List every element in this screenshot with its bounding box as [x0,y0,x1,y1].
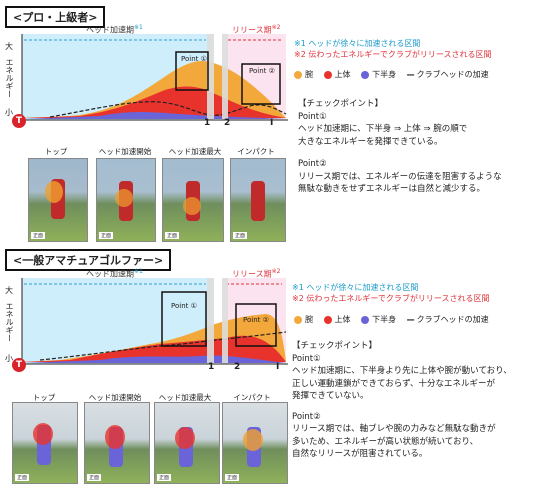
y-axis-bottom: 小 [5,354,13,363]
legend: 腕 上体 下半身 --- クラブヘッドの加速 [294,69,489,80]
swing-photo-top: 正面 [12,402,78,484]
photo-label-accel-max: ヘッド加速最大 [168,147,222,156]
swing-photo-accel-max: 正面 [162,158,224,242]
y-axis-top: 大 [5,42,13,51]
point2-box [241,63,281,105]
note-release: ※2 伝わったエネルギーでクラブがリリースされる区間 [294,50,492,59]
y-axis-label: エネルギー [5,58,14,98]
tick-impact: I [276,362,280,372]
point2-label: Point ② [243,316,269,324]
photo-label-impact: インパクト [233,393,271,402]
point1-label: Point ① [181,55,207,63]
y-axis-top: 大 [5,286,13,295]
point2-box [235,303,277,347]
panel-title: <一般アマチュアゴルファー> [5,249,172,271]
legend-lower-swatch [361,315,370,324]
swing-photo-impact: 正面 [230,158,286,242]
lower-body-area [22,355,286,363]
tick-2: 2 [224,118,231,128]
panel-title: <プロ・上級者> [5,6,106,28]
tick-1: 1 [204,118,211,128]
photo-label-accel-start: ヘッド加速開始 [98,147,152,156]
legend-arm-swatch [294,315,302,324]
legend: 腕 上体 下半身 --- クラブヘッドの加速 [294,314,489,325]
release-phase-label: リリース期※2 [232,24,281,35]
swing-photo-accel-start: 正面 [84,402,150,484]
top-marker: T [12,114,26,128]
tick-2: 2 [234,362,241,372]
lower-body-area [22,112,286,119]
point1-label: Point ① [171,302,197,310]
tick-impact: I [270,118,274,128]
point1-box [161,291,207,347]
energy-chart [21,278,288,365]
energy-chart [21,34,288,121]
note-release: ※2 伝わったエネルギーでクラブがリリースされる区間 [292,294,490,303]
head-phase-label: ヘッド加速期※1 [86,24,143,35]
legend-arm-swatch [294,70,302,79]
photo-label-accel-start: ヘッド加速開始 [88,393,142,402]
photo-label-accel-max: ヘッド加速最大 [158,393,212,402]
swing-photo-accel-start: 正面 [96,158,156,242]
point1-box [175,51,209,91]
checkpoint: 【チェックポイント】 Point① ヘッド加速期に、下半身より先に上体や腕が動い… [292,341,512,459]
y-axis-label: エネルギー [5,302,14,342]
y-axis-bottom: 小 [5,108,13,117]
photo-label-impact: インパクト [237,147,275,156]
swing-photo-impact: 正面 [222,402,288,484]
note-head: ※1 ヘッドが徐々に加速される区間 [292,283,419,292]
swing-photo-accel-max: 正面 [154,402,220,484]
upper-body-area [22,335,286,362]
legend-upper-swatch [323,70,332,79]
top-marker: T [12,358,26,372]
club-head-line [49,101,287,118]
note-head: ※1 ヘッドが徐々に加速される区間 [294,39,421,48]
checkpoint: 【チェックポイント】 Point① ヘッド加速期に、下半身 ⇒ 上体 ⇒ 腕の順… [298,99,502,194]
club-head-line [39,331,287,361]
point2-label: Point ② [249,67,275,75]
legend-lower-swatch [361,70,370,79]
tick-1: 1 [208,362,215,372]
swing-photo-top: 正面 [28,158,88,242]
head-phase-label: ヘッド加速期※1 [86,268,143,279]
release-phase-label: リリース期※2 [232,268,281,279]
photo-label-top: トップ [32,393,56,402]
legend-upper-swatch [323,315,332,324]
photo-label-top: トップ [44,147,68,156]
